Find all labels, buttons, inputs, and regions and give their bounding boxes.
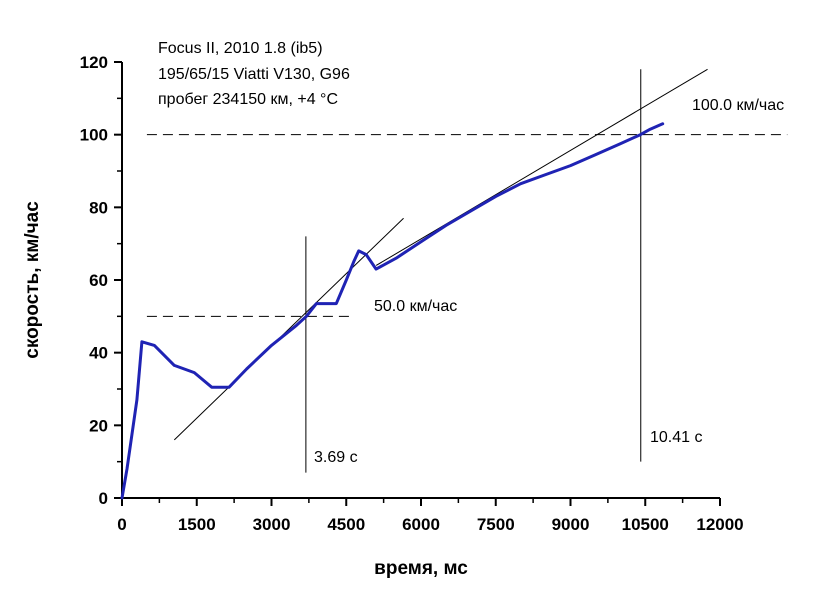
x-tick-label: 12000 bbox=[696, 515, 743, 534]
x-tick-label: 4500 bbox=[327, 515, 365, 534]
info-line-2: 195/65/15 Viatti V130, G96 bbox=[158, 66, 350, 83]
y-tick-label: 80 bbox=[89, 198, 108, 217]
series-group bbox=[120, 122, 665, 500]
y-tick-label: 120 bbox=[80, 53, 108, 72]
ref-label-10-41: 10.41 с bbox=[650, 429, 702, 446]
x-tick-label: 6000 bbox=[402, 515, 440, 534]
speed-series-line bbox=[120, 122, 665, 500]
info-line-3: пробег 234150 км, +4 °C bbox=[158, 91, 338, 108]
ref-label-100: 100.0 км/час bbox=[692, 97, 784, 114]
y-tick-label: 20 bbox=[89, 416, 108, 435]
info-box: Focus II, 2010 1.8 (ib5) 195/65/15 Viatt… bbox=[158, 40, 350, 108]
x-tick-label: 3000 bbox=[253, 515, 291, 534]
info-line-1: Focus II, 2010 1.8 (ib5) bbox=[158, 40, 323, 57]
y-tick-label: 60 bbox=[89, 271, 108, 290]
axes bbox=[121, 62, 720, 499]
tangent-lines bbox=[173, 68, 708, 441]
ref-label-50: 50.0 км/час bbox=[374, 298, 457, 315]
tick-marks: 0 1500 3000 4500 6000 7500 9000 10500 12000 0 20 40… bbox=[80, 53, 744, 534]
ref-label-3-69: 3.69 с bbox=[314, 449, 358, 466]
x-tick-label: 1500 bbox=[178, 515, 216, 534]
x-tick-label: 10500 bbox=[622, 515, 669, 534]
y-axis-title: скорость, км/час bbox=[22, 201, 43, 359]
x-tick-label: 9000 bbox=[552, 515, 590, 534]
reference-lines bbox=[146, 69, 788, 473]
tangent-line bbox=[173, 217, 404, 441]
x-tick-label: 0 bbox=[117, 515, 126, 534]
y-tick-label: 100 bbox=[80, 126, 108, 145]
y-tick-label: 40 bbox=[89, 344, 108, 363]
x-tick-label: 7500 bbox=[477, 515, 515, 534]
y-tick-label: 0 bbox=[99, 489, 108, 508]
x-axis-title: время, мс bbox=[374, 558, 468, 579]
tangent-line bbox=[375, 68, 708, 266]
